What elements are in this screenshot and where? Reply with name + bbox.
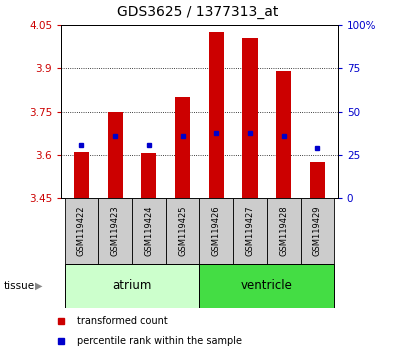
Text: GDS3625 / 1377313_at: GDS3625 / 1377313_at — [117, 5, 278, 19]
Text: tissue: tissue — [4, 281, 35, 291]
Text: GSM119427: GSM119427 — [246, 206, 254, 256]
Text: GSM119428: GSM119428 — [279, 206, 288, 256]
Text: ▶: ▶ — [35, 281, 42, 291]
Text: GSM119423: GSM119423 — [111, 206, 120, 256]
Bar — [132, 198, 166, 264]
Bar — [98, 198, 132, 264]
Bar — [267, 198, 301, 264]
Bar — [141, 153, 156, 198]
Text: percentile rank within the sample: percentile rank within the sample — [77, 336, 241, 346]
Text: transformed count: transformed count — [77, 316, 167, 326]
Bar — [301, 198, 334, 264]
Text: atrium: atrium — [112, 279, 152, 292]
Bar — [74, 152, 89, 198]
Bar — [166, 198, 199, 264]
Bar — [65, 264, 199, 308]
Text: GSM119422: GSM119422 — [77, 206, 86, 256]
Text: GSM119426: GSM119426 — [212, 206, 221, 256]
Bar — [310, 162, 325, 198]
Bar — [65, 198, 98, 264]
Bar — [199, 264, 334, 308]
Bar — [209, 32, 224, 198]
Bar — [243, 38, 258, 198]
Bar — [199, 198, 233, 264]
Text: GSM119425: GSM119425 — [178, 206, 187, 256]
Text: GSM119424: GSM119424 — [145, 206, 153, 256]
Text: GSM119429: GSM119429 — [313, 206, 322, 256]
Bar — [276, 71, 292, 198]
Bar — [233, 198, 267, 264]
Bar — [107, 112, 123, 198]
Bar — [175, 97, 190, 198]
Text: ventricle: ventricle — [241, 279, 293, 292]
